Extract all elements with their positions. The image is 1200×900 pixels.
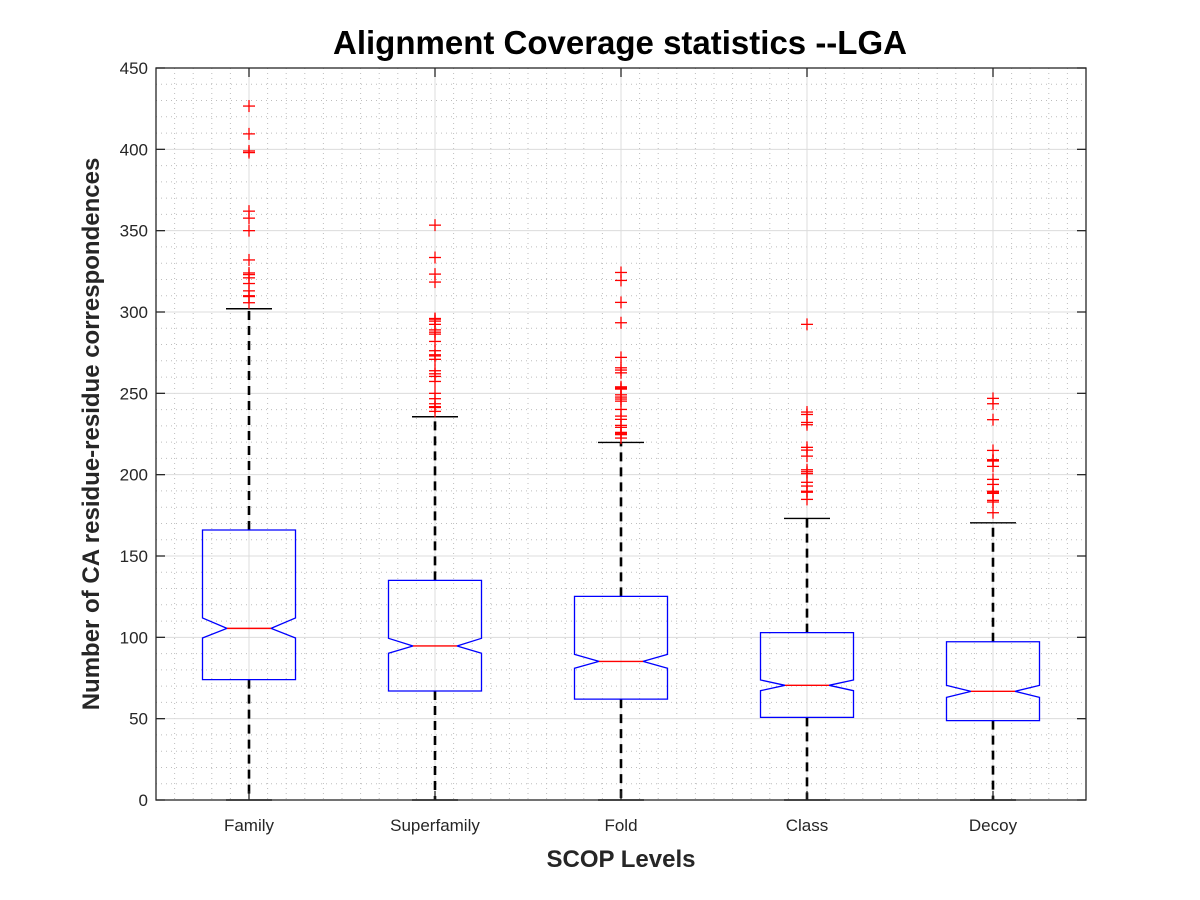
outlier-marker [987, 506, 999, 519]
y-tick-label: 350 [120, 222, 148, 241]
outlier-marker [243, 146, 255, 159]
y-tick-label: 300 [120, 303, 148, 322]
outlier-marker [987, 397, 999, 410]
outlier-marker [429, 375, 441, 388]
y-tick-label: 0 [139, 791, 148, 810]
outlier-marker [243, 296, 255, 309]
box-superfamily [387, 219, 483, 801]
x-tick-label: Fold [604, 816, 637, 835]
x-axis-label: SCOP Levels [547, 846, 696, 873]
x-tick-label: Superfamily [390, 816, 480, 835]
x-tick-label: Decoy [969, 816, 1018, 835]
outlier-marker [801, 450, 813, 463]
x-tick-label: Class [786, 816, 829, 835]
outlier-marker [801, 318, 813, 331]
notched-box [201, 529, 297, 681]
x-tick-label: Family [224, 816, 275, 835]
y-tick-label: 400 [120, 140, 148, 159]
outlier-marker [615, 274, 627, 287]
y-tick-label: 50 [129, 710, 148, 729]
outlier-marker [429, 276, 441, 289]
outlier-marker [987, 460, 999, 473]
x-axis-ticks: Family Superfamily Fold Class Decoy [224, 68, 1018, 835]
y-tick-label: 450 [120, 59, 148, 78]
notched-box [945, 641, 1041, 722]
y-axis-ticks: 0 50 100 150 200 250 300 350 400 450 [120, 59, 1086, 810]
outlier-marker [243, 253, 255, 266]
outlier-marker [429, 219, 441, 232]
outlier-marker [987, 495, 999, 508]
outlier-marker [429, 353, 441, 366]
major-grid [156, 68, 1086, 800]
y-tick-label: 100 [120, 628, 148, 647]
box-class [759, 318, 855, 801]
outlier-marker [243, 212, 255, 225]
notched-box [573, 595, 669, 700]
outlier-marker [243, 224, 255, 237]
notched-box [759, 631, 855, 719]
y-tick-label: 150 [120, 547, 148, 566]
outlier-marker [615, 432, 627, 445]
outlier-marker [243, 100, 255, 113]
outlier-marker [243, 127, 255, 140]
outlier-marker [615, 366, 627, 379]
outlier-marker [615, 296, 627, 309]
outlier-marker [429, 251, 441, 264]
notched-box [387, 579, 483, 692]
outlier-marker [615, 351, 627, 364]
box-group [201, 100, 1041, 801]
outlier-marker [801, 493, 813, 506]
outlier-marker [615, 316, 627, 329]
y-tick-label: 250 [120, 384, 148, 403]
y-axis-label: Number of CA residue-residue corresponde… [78, 158, 105, 711]
y-tick-label: 200 [120, 466, 148, 485]
outlier-marker [987, 413, 999, 426]
outlier-marker [801, 418, 813, 431]
outlier-marker [429, 405, 441, 418]
chart-title: Alignment Coverage statistics --LGA [333, 24, 907, 61]
box-decoy [945, 392, 1041, 801]
